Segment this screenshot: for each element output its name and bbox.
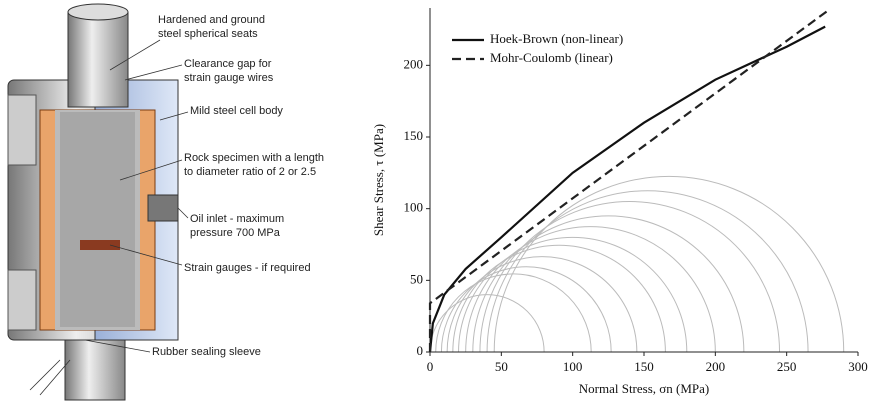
y-tick-label: 50 (410, 271, 423, 286)
x-tick-label: 100 (563, 359, 583, 374)
y-axis-label: Shear Stress, τ (MPa) (371, 124, 386, 236)
x-tick-label: 50 (495, 359, 508, 374)
x-tick-label: 200 (706, 359, 726, 374)
cell-diagram: Hardened and ground steel spherical seat… (7, 3, 324, 401)
mohr-circle (493, 176, 845, 353)
mohr-circle (435, 273, 592, 353)
y-tick-label: 100 (404, 200, 424, 215)
mohr-circle (458, 236, 688, 353)
mohr-circle (472, 215, 745, 353)
label: Oil inlet - maximum (190, 213, 284, 225)
y-tick-label: 200 (404, 56, 424, 71)
mohr-circle (429, 294, 545, 353)
x-tick-label: 250 (777, 359, 797, 374)
mohr-circle (440, 266, 612, 353)
label: Rubber sealing sleeve (152, 346, 261, 358)
mohr-circle (465, 226, 716, 353)
line-series (428, 8, 831, 352)
y-tick-label: 150 (404, 128, 424, 143)
label: Strain gauges - if required (184, 262, 311, 274)
legend-label: Hoek-Brown (non-linear) (490, 31, 623, 46)
label: Clearance gap for (184, 58, 272, 70)
label: steel spherical seats (158, 28, 258, 40)
mohr-circle (486, 190, 809, 353)
mohr-circle (452, 245, 666, 353)
legend-label: Mohr-Coulomb (linear) (490, 50, 613, 65)
label: pressure 700 MPa (190, 227, 281, 239)
x-tick-label: 300 (848, 359, 868, 374)
x-axis-label: Normal Stress, σn (MPa) (579, 381, 710, 396)
mohr-circle (446, 256, 638, 353)
label: Rock specimen with a length (184, 152, 324, 164)
y-tick-label: 0 (417, 343, 424, 358)
label: Hardened and ground (158, 14, 265, 26)
line-series (428, 25, 826, 353)
x-tick-label: 0 (427, 359, 434, 374)
label: Mild steel cell body (190, 105, 283, 117)
x-tick-label: 150 (634, 359, 654, 374)
label: to diameter ratio of 2 or 2.5 (184, 166, 316, 178)
mohr-circle (479, 201, 781, 353)
label: strain gauge wires (184, 72, 274, 84)
